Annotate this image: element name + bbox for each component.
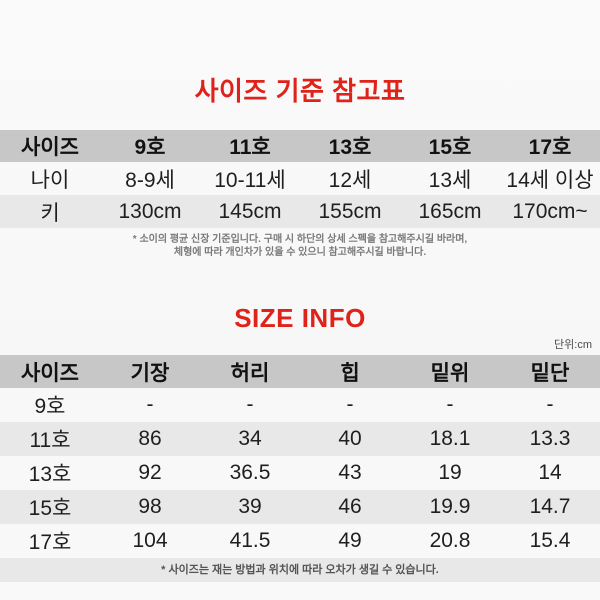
table-cell: 36.5 xyxy=(229,461,271,484)
table-row-13ho: 13호 92 36.5 43 19 14 xyxy=(0,456,600,490)
size-reference-footnote: * 소이의 평균 신장 기준입니다. 구매 시 하단의 상세 스펙을 참고해주시… xyxy=(0,233,600,259)
table-row-17ho: 17호 104 41.5 49 20.8 15.4 xyxy=(0,524,600,558)
column-header-17ho: 17호 xyxy=(528,136,572,159)
size-reference-title: 사이즈 기준 참고표 xyxy=(194,76,406,106)
size-info-header-row: 사이즈 기장 허리 힙 밑위 밑단 xyxy=(0,355,600,388)
table-cell: 13.3 xyxy=(529,427,571,450)
table-cell: 46 xyxy=(338,495,362,518)
row-label: 9호 xyxy=(34,395,66,418)
table-cell: 8-9세 xyxy=(125,168,175,192)
row-label: 13호 xyxy=(28,463,72,486)
table-cell: 40 xyxy=(338,427,362,450)
table-cell: 43 xyxy=(338,461,362,484)
row-label-age: 나이 xyxy=(30,168,70,192)
table-cell: 104 xyxy=(132,529,168,552)
table-cell: 86 xyxy=(138,427,162,450)
table-cell: - xyxy=(146,393,154,416)
column-header-15ho: 15호 xyxy=(428,136,472,159)
table-cell: 49 xyxy=(338,529,362,552)
row-label-height: 키 xyxy=(40,201,60,225)
table-cell: 155cm xyxy=(318,199,382,223)
table-cell: 18.1 xyxy=(429,427,471,450)
size-reference-table: 사이즈 9호 11호 13호 15호 17호 나이 8-9세 10-11세 12… xyxy=(0,130,600,228)
table-row-9ho: 9호 - - - - - xyxy=(0,388,600,422)
column-header-11ho: 11호 xyxy=(229,136,271,159)
column-header-9ho: 9호 xyxy=(134,136,166,159)
footnote-line-1: * 소이의 평균 신장 기준입니다. 구매 시 하단의 상세 스펙을 참고해주시… xyxy=(132,234,468,245)
table-cell: 20.8 xyxy=(429,529,471,552)
column-header-13ho: 13호 xyxy=(328,136,372,159)
unit-label: 단위:cm xyxy=(554,339,592,351)
table-cell: 41.5 xyxy=(229,529,271,552)
table-cell: 34 xyxy=(238,427,262,450)
table-cell: - xyxy=(346,393,354,416)
column-header-size: 사이즈 xyxy=(21,361,79,385)
table-cell: 130cm xyxy=(118,199,182,223)
table-cell: - xyxy=(446,393,454,416)
table-cell: 170cm~ xyxy=(512,199,588,223)
column-header-waist: 허리 xyxy=(230,361,270,385)
table-cell: 14.7 xyxy=(529,495,571,518)
table-cell: 19 xyxy=(438,461,462,484)
row-label: 15호 xyxy=(28,497,72,520)
column-header-hip: 힙 xyxy=(340,361,360,385)
column-header-size: 사이즈 xyxy=(21,136,79,159)
table-cell: 15.4 xyxy=(529,529,571,552)
table-cell: 165cm xyxy=(418,199,482,223)
size-reference-header-row: 사이즈 9호 11호 13호 15호 17호 xyxy=(0,130,600,162)
table-cell: 14 xyxy=(538,461,562,484)
size-info-table: 사이즈 기장 허리 힙 밑위 밑단 9호 - - - - - 11호 86 34… xyxy=(0,355,600,558)
table-cell: 98 xyxy=(138,495,162,518)
size-info-footnote: * 사이즈는 재는 방법과 위치에 따라 오차가 생길 수 있습니다. xyxy=(0,558,600,582)
table-cell: - xyxy=(246,393,254,416)
table-row-age: 나이 8-9세 10-11세 12세 13세 14세 이상 xyxy=(0,162,600,195)
footnote-line-2: 체형에 따라 개인차가 있을 수 있으니 참고해주시길 바랍니다. xyxy=(173,247,427,258)
column-header-hem: 밑단 xyxy=(530,361,570,385)
table-row-15ho: 15호 98 39 46 19.9 14.7 xyxy=(0,490,600,524)
table-row-height: 키 130cm 145cm 155cm 165cm 170cm~ xyxy=(0,195,600,228)
table-cell: 10-11세 xyxy=(214,168,286,192)
row-label: 17호 xyxy=(28,531,72,554)
column-header-length: 기장 xyxy=(130,361,170,385)
table-cell: - xyxy=(546,393,554,416)
column-header-rise: 밑위 xyxy=(430,361,470,385)
table-cell: 12세 xyxy=(328,168,372,192)
row-label: 11호 xyxy=(29,429,71,452)
table-cell: 14세 이상 xyxy=(506,168,594,192)
table-cell: 13세 xyxy=(428,168,472,192)
table-cell: 92 xyxy=(138,461,162,484)
table-cell: 19.9 xyxy=(429,495,471,518)
table-row-11ho: 11호 86 34 40 18.1 13.3 xyxy=(0,422,600,456)
table-cell: 145cm xyxy=(218,199,282,223)
table-cell: 39 xyxy=(238,495,262,518)
size-info-title: SIZE INFO xyxy=(234,303,366,333)
